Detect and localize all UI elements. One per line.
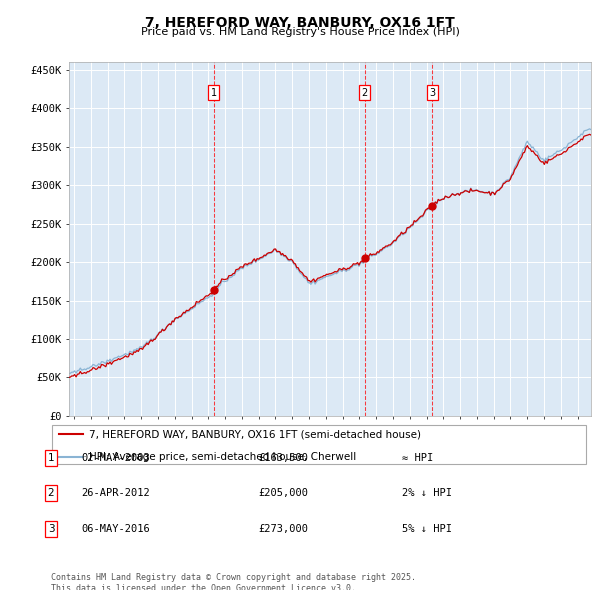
Text: £205,000: £205,000 [258,489,308,498]
Text: Price paid vs. HM Land Registry's House Price Index (HPI): Price paid vs. HM Land Registry's House … [140,27,460,37]
FancyBboxPatch shape [52,425,586,464]
Text: Contains HM Land Registry data © Crown copyright and database right 2025.
This d: Contains HM Land Registry data © Crown c… [51,573,416,590]
Text: 2: 2 [362,88,368,98]
Text: 2% ↓ HPI: 2% ↓ HPI [402,489,452,498]
Text: 1: 1 [47,453,55,463]
Text: 5% ↓ HPI: 5% ↓ HPI [402,524,452,533]
Text: £273,000: £273,000 [258,524,308,533]
Text: £163,500: £163,500 [258,453,308,463]
Text: 7, HEREFORD WAY, BANBURY, OX16 1FT (semi-detached house): 7, HEREFORD WAY, BANBURY, OX16 1FT (semi… [89,430,421,439]
Text: 2: 2 [47,489,55,498]
Text: 02-MAY-2003: 02-MAY-2003 [81,453,150,463]
Text: ≈ HPI: ≈ HPI [402,453,433,463]
Text: HPI: Average price, semi-detached house, Cherwell: HPI: Average price, semi-detached house,… [89,452,356,462]
Text: 1: 1 [211,88,217,98]
Text: 3: 3 [47,524,55,533]
Text: 26-APR-2012: 26-APR-2012 [81,489,150,498]
Text: 7, HEREFORD WAY, BANBURY, OX16 1FT: 7, HEREFORD WAY, BANBURY, OX16 1FT [145,16,455,30]
Text: 3: 3 [430,88,436,98]
Text: 06-MAY-2016: 06-MAY-2016 [81,524,150,533]
